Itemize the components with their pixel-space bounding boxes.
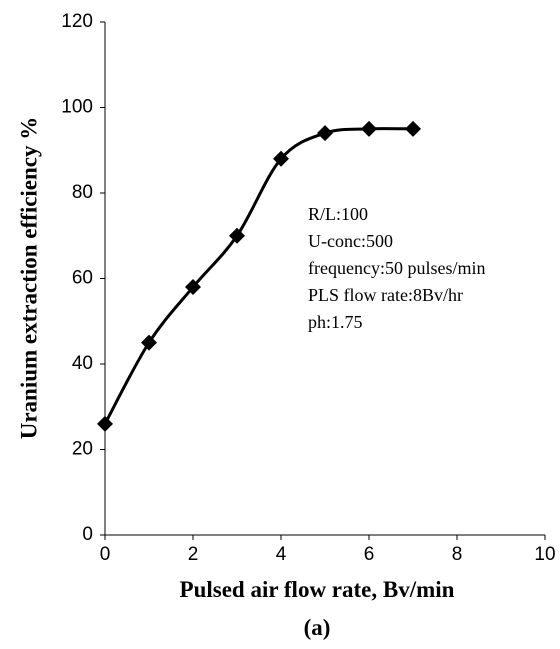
x-tick-label: 10 — [534, 544, 555, 565]
y-tick-label: 40 — [72, 353, 93, 374]
marker — [317, 125, 333, 142]
x-tick-label: 0 — [100, 544, 111, 565]
marker — [97, 415, 113, 432]
annotation: U-conc:500 — [308, 231, 393, 251]
annotation: frequency:50 pulses/min — [308, 258, 485, 278]
caption: (a) — [304, 615, 331, 640]
y-tick-label: 120 — [61, 11, 93, 32]
x-tick-label: 6 — [364, 544, 375, 565]
x-tick-label: 8 — [452, 544, 463, 565]
x-tick-label: 2 — [188, 544, 199, 565]
x-axis-title: Pulsed air flow rate, Bv/min — [180, 577, 455, 602]
y-tick-label: 60 — [72, 268, 93, 289]
marker — [229, 227, 245, 244]
annotation: R/L:100 — [308, 204, 368, 224]
annotation: PLS flow rate:8Bv/hr — [308, 285, 463, 305]
y-tick-label: 0 — [82, 524, 93, 545]
y-tick-label: 80 — [72, 182, 93, 203]
annotation: ph:1.75 — [308, 312, 363, 332]
y-tick-label: 100 — [61, 97, 93, 118]
marker — [405, 120, 421, 137]
marker — [185, 279, 201, 296]
marker — [361, 120, 377, 137]
x-tick-label: 4 — [276, 544, 287, 565]
y-tick-label: 20 — [72, 439, 93, 460]
y-axis-title: Uranium extraction efficiency % — [16, 117, 41, 440]
marker — [273, 150, 289, 167]
marker — [141, 334, 157, 351]
